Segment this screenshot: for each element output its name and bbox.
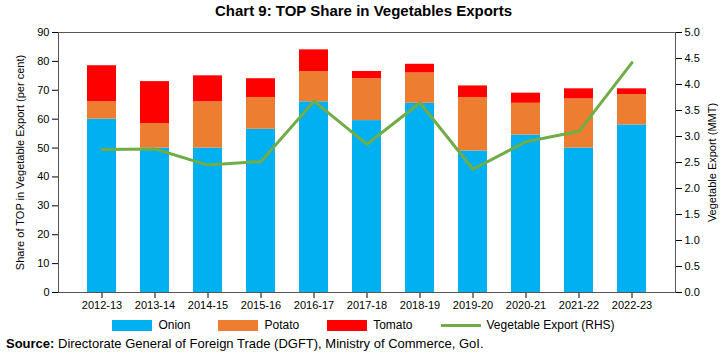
svg-text:90: 90: [37, 26, 49, 38]
svg-text:Share of TOP in Vegetable Expo: Share of TOP in Vegetable Export (per ce…: [14, 55, 26, 270]
svg-text:80: 80: [37, 55, 49, 67]
html-text:Vegetable Export (RHS): Vegetable Export (RHS): [486, 318, 615, 332]
svg-text:0: 0: [43, 286, 49, 298]
svg-text:2.5: 2.5: [685, 156, 700, 168]
html-text:Tomato: Tomato: [373, 318, 413, 332]
svg-text:30: 30: [37, 199, 49, 211]
svg-text:1.0: 1.0: [685, 234, 700, 246]
svg-text:2014-15: 2014-15: [188, 299, 228, 311]
svg-text:2015-16: 2015-16: [241, 299, 281, 311]
svg-text:0.5: 0.5: [685, 260, 700, 272]
svg-text:2021-22: 2021-22: [559, 299, 599, 311]
html-text:Source: Directorate General of: Source: Directorate General of Foreign T…: [6, 336, 484, 351]
svg-text:2012-13: 2012-13: [82, 299, 122, 311]
svg-text:4.5: 4.5: [685, 52, 700, 64]
html-text:Onion: Onion: [158, 318, 191, 332]
svg-text:20: 20: [37, 228, 49, 240]
html-text:Potato: Potato: [264, 318, 300, 332]
svg-text:2016-17: 2016-17: [294, 299, 334, 311]
svg-text:0.0: 0.0: [685, 286, 700, 298]
svg-text:2022-23: 2022-23: [612, 299, 652, 311]
svg-text:2.0: 2.0: [685, 182, 700, 194]
svg-text:40: 40: [37, 170, 49, 182]
html-text:Chart 9: TOP Share in Vegetabl: Chart 9: TOP Share in Vegetables Exports: [215, 2, 512, 19]
svg-text:5.0: 5.0: [685, 26, 700, 38]
svg-text:2017-18: 2017-18: [347, 299, 387, 311]
svg-text:2019-20: 2019-20: [453, 299, 493, 311]
svg-text:60: 60: [37, 113, 49, 125]
svg-text:2013-14: 2013-14: [135, 299, 175, 311]
svg-text:2020-21: 2020-21: [506, 299, 546, 311]
svg-text:50: 50: [37, 142, 49, 154]
svg-text:2018-19: 2018-19: [400, 299, 440, 311]
svg-text:10: 10: [37, 257, 49, 269]
svg-text:1.5: 1.5: [685, 208, 700, 220]
svg-text:3.0: 3.0: [685, 130, 700, 142]
svg-text:70: 70: [37, 84, 49, 96]
svg-text:4.0: 4.0: [685, 78, 700, 90]
svg-text:Vegetable Export (MMT): Vegetable Export (MMT): [706, 103, 718, 222]
svg-text:3.5: 3.5: [685, 104, 700, 116]
